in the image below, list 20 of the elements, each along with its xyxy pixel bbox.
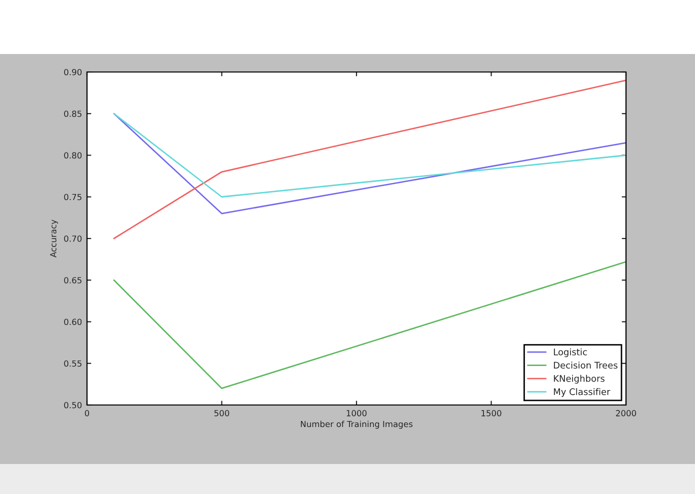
y-tick-label: 0.65 xyxy=(64,277,82,284)
x-tick-label: 1000 xyxy=(346,410,367,416)
y-tick-label: 0.60 xyxy=(64,318,82,326)
y-tick-label: 0.80 xyxy=(64,152,82,159)
x-tick-label: 1500 xyxy=(482,410,502,416)
legend-label: Logistic xyxy=(554,348,587,358)
legend-label: My Classifier xyxy=(554,388,610,397)
legend-label: KNeighbors xyxy=(554,374,604,384)
legend-label: Decision Trees xyxy=(554,362,618,369)
x-tick-label: 2000 xyxy=(616,410,636,416)
x-tick-label: 500 xyxy=(214,410,230,416)
x-tick-label: 0 xyxy=(84,410,90,416)
y-tick-label: 0.75 xyxy=(64,194,82,200)
y-axis-title: Accuracy xyxy=(50,220,58,258)
y-tick-label: 0.85 xyxy=(64,110,82,117)
x-axis-title: Number of Training Images xyxy=(300,420,412,429)
y-tick-label: 0.90 xyxy=(64,68,82,76)
y-tick-label: 0.55 xyxy=(64,360,82,367)
y-tick-label: 0.50 xyxy=(64,402,82,408)
y-tick-label: 0.70 xyxy=(64,235,82,242)
